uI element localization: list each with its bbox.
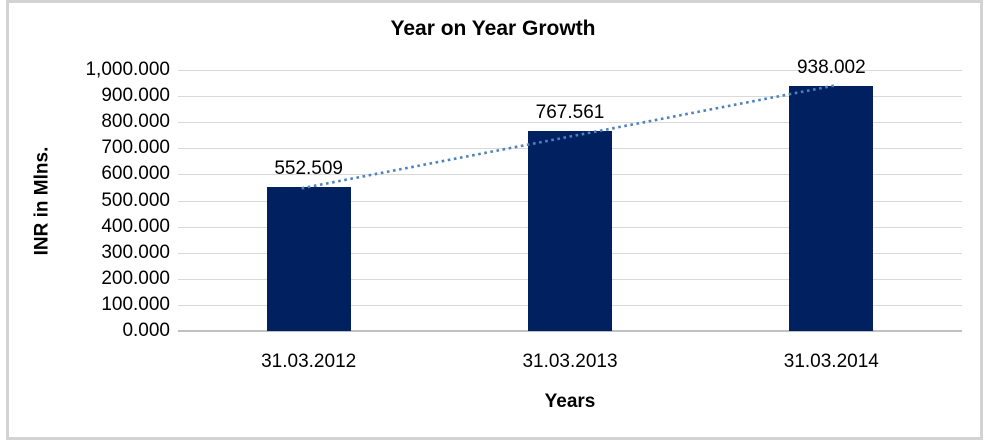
- y-tick-label: 300.000: [101, 241, 170, 263]
- bar: [528, 130, 612, 331]
- y-tick-label: 700.000: [101, 137, 170, 159]
- y-tick-label: 100.000: [101, 293, 170, 315]
- x-tick-label: 31.03.2014: [783, 351, 879, 372]
- y-tick-label: 500.000: [101, 189, 170, 211]
- data-label: 938.002: [796, 57, 866, 79]
- y-tick-label: 400.000: [101, 215, 170, 237]
- x-axis-line: [178, 330, 962, 332]
- y-tick-label: 900.000: [101, 85, 170, 107]
- chart-title: Year on Year Growth: [390, 17, 596, 40]
- x-tick-label: 31.03.2013: [522, 351, 618, 372]
- y-tick-label: 200.000: [101, 267, 170, 289]
- y-tick-label: 800.000: [101, 111, 170, 133]
- data-label: 767.561: [535, 101, 605, 123]
- y-tick-label: 0.000: [122, 320, 170, 341]
- gridline: [178, 70, 962, 71]
- y-tick-label: 600.000: [101, 163, 170, 185]
- x-axis-title: Years: [544, 391, 596, 412]
- bar: [266, 186, 351, 331]
- x-tick-label: 31.03.2012: [261, 351, 357, 372]
- bar: [789, 86, 874, 331]
- y-tick-label: 1,000.000: [85, 59, 170, 80]
- data-label: 552.509: [274, 157, 343, 179]
